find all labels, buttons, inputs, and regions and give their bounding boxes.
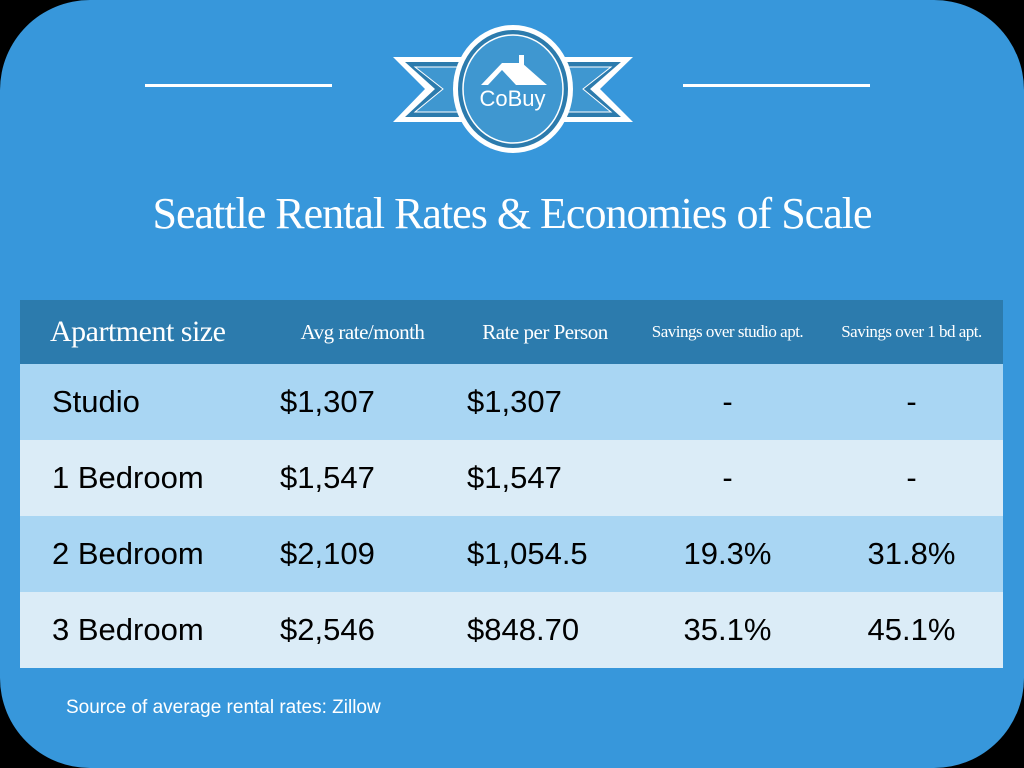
header-savings-1bd: Savings over 1 bd apt.: [820, 300, 1003, 364]
logo-text: CoBuy: [479, 86, 546, 111]
cell-rate-per-person: $848.70: [455, 592, 635, 668]
cell-apartment-size: Studio: [20, 364, 270, 440]
cell-avg-rate: $1,547: [270, 440, 455, 516]
cell-savings-studio: 19.3%: [635, 516, 820, 592]
header-avg-rate: Avg rate/month: [270, 300, 455, 364]
rental-table: Apartment size Avg rate/month Rate per P…: [20, 300, 1003, 668]
cell-savings-1bd: -: [820, 364, 1003, 440]
table-row: 1 Bedroom $1,547 $1,547- -: [20, 440, 1003, 516]
cell-savings-studio: -: [635, 364, 820, 440]
cell-rate-per-person: $1,054.5: [455, 516, 635, 592]
header-rate-per-person: Rate per Person: [455, 300, 635, 364]
cell-savings-1bd: 31.8%: [820, 516, 1003, 592]
divider-right: [683, 84, 870, 87]
cell-avg-rate: $2,546: [270, 592, 455, 668]
page-title: Seattle Rental Rates & Economies of Scal…: [152, 189, 872, 238]
cell-apartment-size: 3 Bedroom: [20, 592, 270, 668]
cell-rate-per-person: $1,547: [455, 440, 635, 516]
cell-avg-rate: $1,307: [270, 364, 455, 440]
divider-left: [145, 84, 332, 87]
cobuy-logo: CoBuy: [385, 22, 640, 157]
cell-apartment-size: 2 Bedroom: [20, 516, 270, 592]
table-header-row: Apartment size Avg rate/month Rate per P…: [20, 300, 1003, 364]
cell-savings-studio: -: [635, 440, 820, 516]
table-row: 2 Bedroom $2,109 $1,054.5 19.3% 31.8%: [20, 516, 1003, 592]
cell-savings-1bd: 45.1%: [820, 592, 1003, 668]
header-savings-studio: Savings over studio apt.: [635, 300, 820, 364]
cell-savings-studio: 35.1%: [635, 592, 820, 668]
cell-rate-per-person: $1,307: [455, 364, 635, 440]
source-note: Source of average rental rates: Zillow: [66, 697, 381, 718]
cell-avg-rate: $2,109: [270, 516, 455, 592]
table-row: 3 Bedroom $2,546 $848.70 35.1% 45.1%: [20, 592, 1003, 668]
header-apartment-size: Apartment size: [20, 300, 270, 364]
table-row: Studio $1,307 $1,307- -: [20, 364, 1003, 440]
cell-savings-1bd: -: [820, 440, 1003, 516]
cell-apartment-size: 1 Bedroom: [20, 440, 270, 516]
